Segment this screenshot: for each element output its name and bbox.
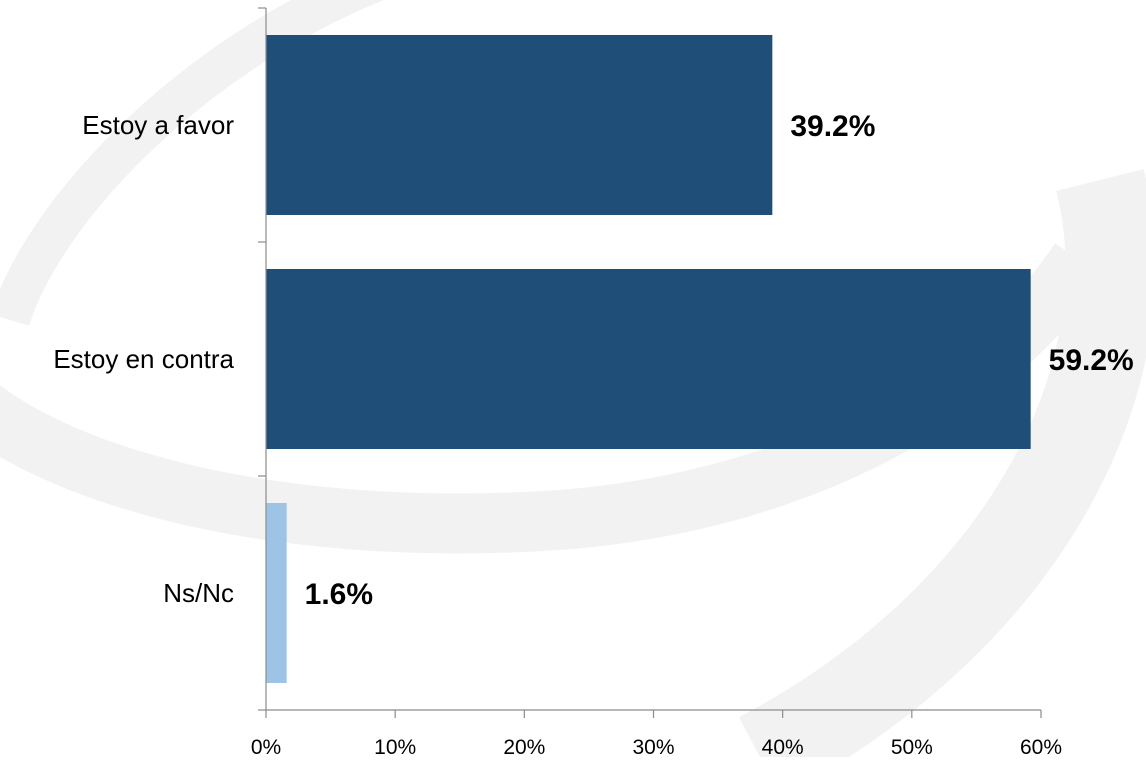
data-label-2: 59.2%	[1049, 344, 1134, 377]
x-tick-label-5: 50%	[891, 736, 933, 757]
x-tick-label-0: 0%	[251, 736, 281, 757]
x-tick-label-1: 10%	[374, 736, 416, 757]
x-tick-label-2: 20%	[503, 736, 545, 757]
axes-group	[258, 7, 1042, 718]
data-label-3: 1.6%	[305, 578, 373, 611]
category-label-3: Ns/Nc	[163, 578, 234, 608]
watermark-arc-top	[0, 0, 385, 327]
labels-group: Estoy a favor 39.2% Estoy en contra 59.2% Ns…	[53, 110, 1134, 759]
category-label-2: Estoy en contra	[53, 344, 234, 374]
bar-1	[266, 35, 773, 215]
bar-3	[266, 503, 287, 683]
data-label-1: 39.2%	[790, 110, 875, 143]
category-label-1: Estoy a favor	[82, 110, 234, 140]
x-tick-label-4: 40%	[762, 736, 804, 757]
x-tick-label-3: 30%	[632, 736, 674, 757]
bars-group	[266, 35, 1031, 683]
bar-2	[266, 269, 1031, 449]
x-tick-label-6: 60%	[1020, 736, 1062, 757]
watermark-arc-right	[739, 169, 1146, 762]
